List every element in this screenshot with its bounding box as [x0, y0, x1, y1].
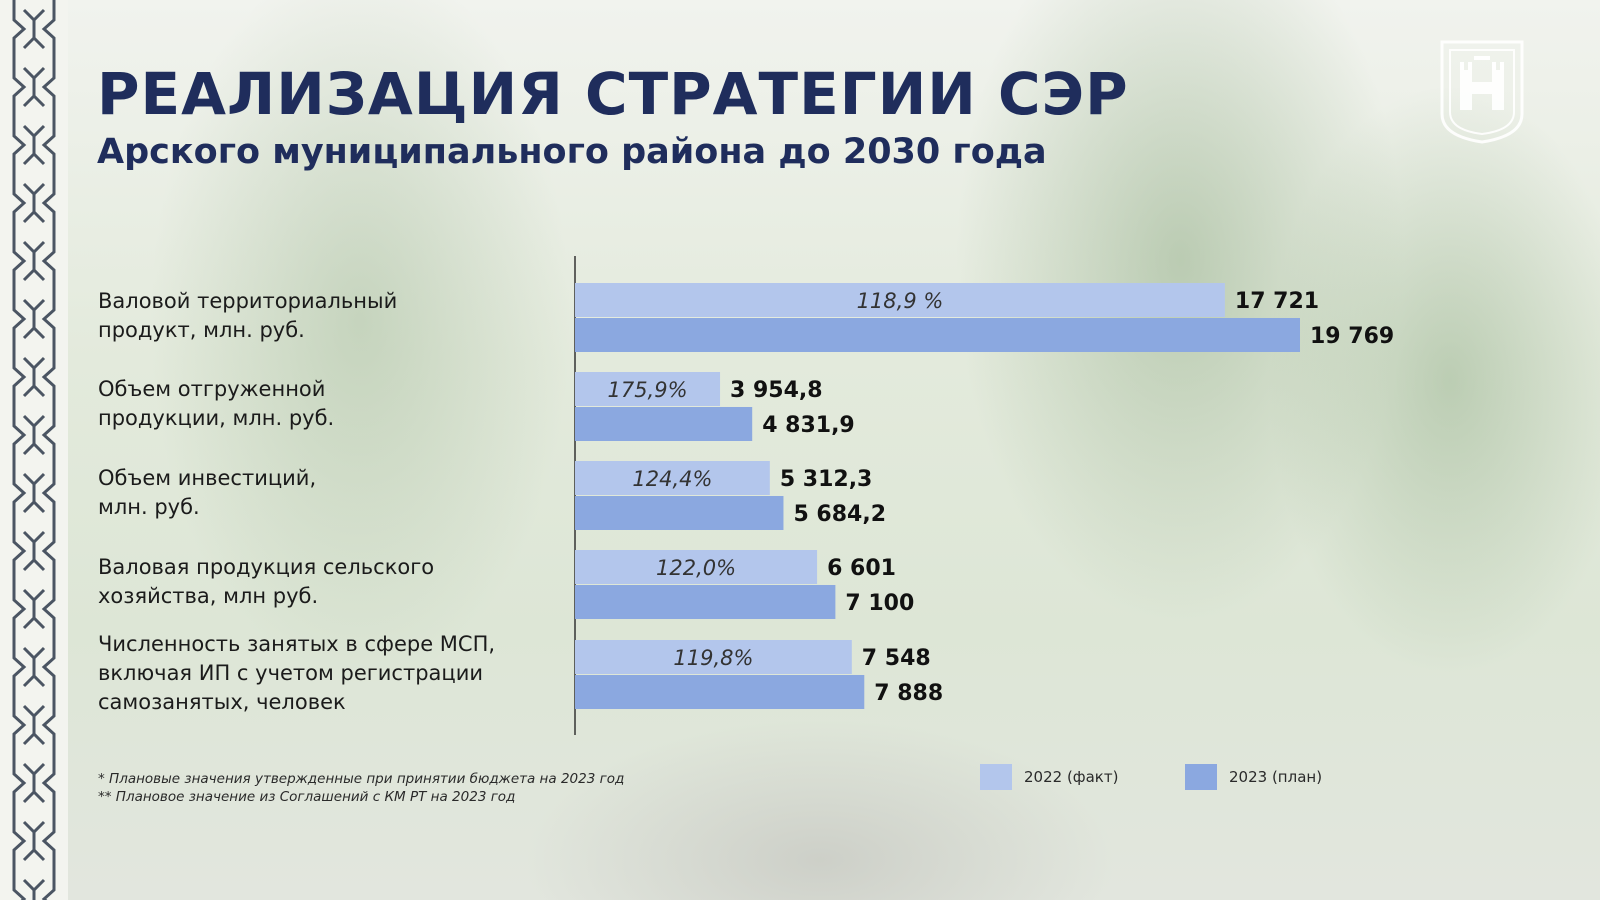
category-label-line: млн. руб.	[98, 495, 200, 519]
bar-2023	[575, 318, 1300, 352]
category-label: Численность занятых в сфере МСП, включая …	[98, 630, 558, 717]
category-label-line: продукт, млн. руб.	[98, 318, 305, 342]
value-label: 6 601	[827, 556, 896, 581]
bar-2023	[575, 675, 865, 709]
category-label-line: включая ИП с учетом регистрации	[98, 661, 483, 685]
value-label: 4 831,9	[762, 413, 855, 438]
page-title: РЕАЛИЗАЦИЯ СТРАТЕГИИ СЭР	[97, 60, 1129, 128]
percent-label: 175,9%	[607, 378, 687, 402]
district-emblem-icon	[1440, 40, 1524, 144]
category-label-line: самозанятых, человек	[98, 690, 346, 714]
category-label: Объем отгруженной продукции, млн. руб.	[98, 375, 558, 433]
bar-2022	[575, 461, 770, 495]
value-label: 7 548	[862, 646, 931, 671]
legend-label-2023: 2023 (план)	[1229, 768, 1323, 786]
percent-label: 124,4%	[632, 467, 712, 491]
category-label: Объем инвестиций, млн. руб.	[98, 464, 558, 522]
legend-label-2022: 2022 (факт)	[1024, 768, 1119, 786]
footnote-2: ** Плановое значение из Соглашений с КМ …	[98, 789, 516, 805]
page-subtitle: Арского муниципального района до 2030 го…	[97, 132, 1047, 172]
value-label: 7 888	[874, 681, 943, 706]
percent-label: 118,9 %	[857, 289, 944, 313]
category-label-line: Валовой территориальный	[98, 289, 398, 313]
legend-item-2023: 2023 (план)	[1185, 764, 1322, 790]
bar-2023	[575, 585, 836, 619]
value-label: 7 100	[845, 591, 914, 616]
category-label-line: продукции, млн. руб.	[98, 406, 335, 430]
legend-swatch-2023	[1185, 764, 1217, 790]
legend-item-2022: 2022 (факт)	[980, 764, 1118, 790]
category-label-line: Объем отгруженной	[98, 377, 326, 401]
category-label-line: Объем инвестиций,	[98, 466, 317, 490]
value-label: 5 312,3	[780, 467, 873, 492]
bar-2023	[575, 496, 784, 530]
bar-2022	[575, 283, 1225, 317]
value-label: 17 721	[1235, 289, 1319, 314]
category-label-line: хозяйства, млн руб.	[98, 584, 319, 608]
percent-label: 119,8%	[673, 646, 753, 670]
legend-swatch-2022	[980, 764, 1012, 790]
category-label: Валовой территориальный продукт, млн. руб…	[98, 287, 558, 345]
bar-2022	[575, 640, 852, 674]
footnotes: * Плановые значения утвержденные при при…	[98, 770, 624, 806]
tatar-ornament-border	[0, 0, 68, 900]
bar-2022	[575, 550, 818, 584]
value-label: 5 684,2	[793, 502, 886, 527]
bar-2022	[575, 372, 721, 406]
value-label: 19 769	[1310, 324, 1394, 349]
category-label-line: Валовая продукция сельского	[98, 555, 435, 579]
category-label: Валовая продукция сельского хозяйства, мл…	[98, 553, 558, 611]
footnote-1: * Плановые значения утвержденные при при…	[98, 771, 625, 787]
percent-label: 122,0%	[656, 556, 736, 580]
bar-2023	[575, 407, 753, 441]
category-label-line: Численность занятых в сфере МСП,	[98, 632, 496, 656]
value-label: 3 954,8	[730, 378, 823, 403]
